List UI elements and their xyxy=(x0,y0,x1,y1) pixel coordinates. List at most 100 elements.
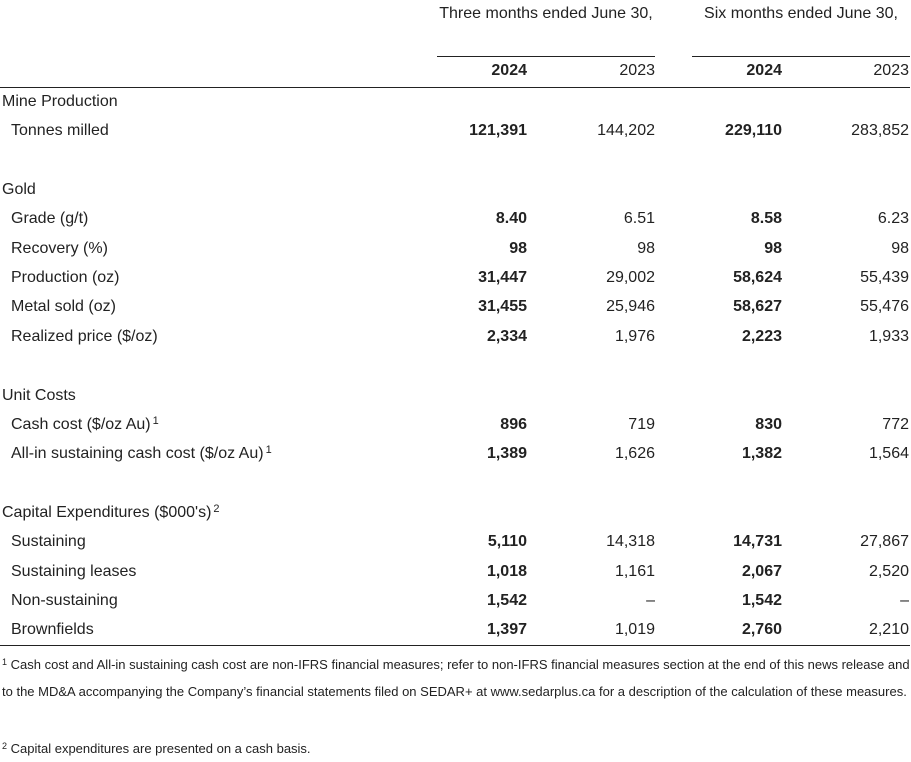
row-label-text: All-in sustaining cash cost ($/oz Au) xyxy=(11,445,264,463)
table-cell: 1,382 xyxy=(741,445,782,463)
section-label: Mine Production xyxy=(2,87,118,116)
table-row: Production (oz) 31,447 29,002 58,624 55,439 xyxy=(0,263,911,292)
section-label: Gold xyxy=(2,175,36,204)
table-cell: 58,627 xyxy=(733,298,782,316)
table-cell: 98 xyxy=(764,239,782,257)
table-row: Non-sustaining 1,542 – 1,542 – xyxy=(0,586,911,615)
section-row: Gold xyxy=(0,175,911,204)
table-cell: – xyxy=(900,591,909,609)
table-cell: 1,161 xyxy=(614,562,655,580)
footnote-2-mark: 2 xyxy=(2,741,8,751)
table-cell: 229,110 xyxy=(725,122,782,140)
spacer-row xyxy=(0,351,911,380)
row-label-text: Grade (g/t) xyxy=(11,210,89,228)
table-cell: 2,210 xyxy=(868,621,909,639)
row-label-text: Sustaining leases xyxy=(11,562,137,580)
table-cell: 55,439 xyxy=(860,269,909,287)
row-label-text: Sustaining xyxy=(11,533,86,551)
table-cell: 719 xyxy=(628,415,655,433)
row-label-text: Brownfields xyxy=(11,621,94,639)
row-label: Sustaining leases xyxy=(11,557,136,586)
row-label-text: Recovery (%) xyxy=(11,239,108,257)
table-row: Brownfields 1,397 1,019 2,760 2,210 xyxy=(0,615,911,644)
row-label-text: Cash cost ($/oz Au) xyxy=(11,415,151,433)
table-cell: 1,019 xyxy=(614,621,655,639)
table-cell: 2,760 xyxy=(741,621,782,639)
year-header: 2023 xyxy=(873,62,909,79)
header-six-months: Six months ended June 30, xyxy=(704,5,898,22)
row-label: Grade (g/t) xyxy=(11,204,88,233)
row-label: All-in sustaining cash cost ($/oz Au) 1 xyxy=(11,439,272,468)
section-row: Mine Production xyxy=(0,87,911,116)
footnote-2-text: Capital expenditures are presented on a … xyxy=(10,741,311,756)
table-cell: 1,626 xyxy=(614,445,655,463)
table-cell: 2,334 xyxy=(486,327,527,345)
row-label: Metal sold (oz) xyxy=(11,292,116,321)
table-cell: 14,731 xyxy=(733,533,782,551)
header-three-months: Three months ended June 30, xyxy=(439,5,653,22)
table-row: All-in sustaining cash cost ($/oz Au) 1 1,… xyxy=(0,439,911,468)
row-label: Cash cost ($/oz Au) 1 xyxy=(11,410,159,439)
year-header: 2024 xyxy=(746,62,782,79)
table-row: Cash cost ($/oz Au) 1 896 719 830 772 xyxy=(0,410,911,439)
table-cell: 31,455 xyxy=(478,298,527,316)
section-row: Unit Costs xyxy=(0,381,911,410)
table-cell: – xyxy=(646,591,655,609)
spacer-row xyxy=(0,146,911,175)
section-label: Capital Expenditures ($000's) 2 xyxy=(2,498,220,527)
row-label-text: Metal sold (oz) xyxy=(11,298,116,316)
table-cell: 6.23 xyxy=(877,210,909,228)
table-cell: 31,447 xyxy=(478,269,527,287)
row-label: Production (oz) xyxy=(11,263,120,292)
table-row: Metal sold (oz) 31,455 25,946 58,627 55,476 xyxy=(0,292,911,321)
table-row: Grade (g/t) 8.40 6.51 8.58 6.23 xyxy=(0,204,911,233)
row-label-text: Gold xyxy=(2,181,36,199)
table-row: Recovery (%) 98 98 98 98 xyxy=(0,234,911,263)
table-cell: 896 xyxy=(500,415,527,433)
table-cell: 1,542 xyxy=(741,591,782,609)
table-cell: 5,110 xyxy=(487,533,527,551)
table-cell: 144,202 xyxy=(597,122,655,140)
header-three-months-rule xyxy=(437,56,655,57)
table-cell: 1,397 xyxy=(486,621,527,639)
table-cell: 830 xyxy=(755,415,782,433)
table-cell: 27,867 xyxy=(860,533,909,551)
table-cell: 1,564 xyxy=(868,445,909,463)
table-cell: 98 xyxy=(891,239,909,257)
table-row: Sustaining leases 1,018 1,161 2,067 2,520 xyxy=(0,557,911,586)
table-cell: 55,476 xyxy=(860,298,909,316)
row-label: Sustaining xyxy=(11,527,86,556)
footnote-1-mark: 1 xyxy=(2,657,8,667)
row-label: Non-sustaining xyxy=(11,586,118,615)
table-bottom-rule xyxy=(0,645,910,646)
row-label-text: Realized price ($/oz) xyxy=(11,327,158,345)
table-cell: 1,542 xyxy=(486,591,527,609)
year-header: 2024 xyxy=(491,62,527,79)
table-cell: 1,933 xyxy=(868,327,909,345)
table-cell: 772 xyxy=(882,415,909,433)
table-cell: 98 xyxy=(637,239,655,257)
row-label-text: Mine Production xyxy=(2,93,118,110)
footnote-1-text: Cash cost and All-in sustaining cash cos… xyxy=(2,657,910,699)
row-label: Recovery (%) xyxy=(11,234,108,263)
table-cell: 2,067 xyxy=(741,562,782,580)
footnote-reference: 1 xyxy=(265,444,272,457)
footnote-2: 2 Capital expenditures are presented on … xyxy=(2,735,910,762)
table-cell: 6.51 xyxy=(623,210,655,228)
row-label: Realized price ($/oz) xyxy=(11,322,158,351)
table-cell: 98 xyxy=(509,239,527,257)
table-cell: 14,318 xyxy=(606,533,655,551)
spacer-row xyxy=(0,469,911,498)
footnote-reference: 1 xyxy=(152,414,159,427)
year-header: 2023 xyxy=(619,62,655,79)
table-cell: 29,002 xyxy=(606,269,655,287)
header-six-months-rule xyxy=(692,56,910,57)
table-cell: 1,976 xyxy=(614,327,655,345)
table-row: Tonnes milled 121,391 144,202 229,110 283,85… xyxy=(0,116,911,145)
row-label-text: Tonnes milled xyxy=(11,122,109,140)
table-cell: 121,391 xyxy=(469,122,527,140)
section-row: Capital Expenditures ($000's) 2 xyxy=(0,498,911,527)
table-row: Realized price ($/oz) 2,334 1,976 2,223 1,93… xyxy=(0,322,911,351)
table-cell: 2,223 xyxy=(741,327,782,345)
table-header-rule xyxy=(0,87,910,88)
